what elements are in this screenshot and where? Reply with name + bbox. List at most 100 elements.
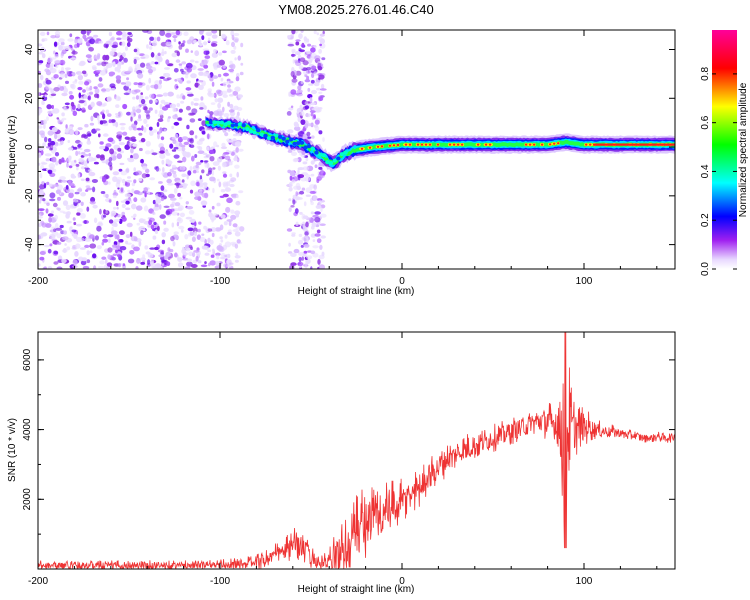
- spectrogram-noise-cell: [174, 83, 179, 90]
- spectrogram-noise-cell: [222, 50, 227, 54]
- spectrogram-ridge-cell: [281, 136, 286, 141]
- spectrogram-noise-cell: [221, 161, 227, 168]
- spectrogram-noise-cell: [53, 250, 59, 255]
- spectrogram-noise-cell: [196, 140, 203, 145]
- spectrogram-noise-cell: [208, 149, 214, 155]
- spectrogram-noise-cell: [82, 89, 86, 93]
- spectrogram-noise-cell: [166, 261, 171, 267]
- spectrogram-noise-cell: [110, 210, 117, 216]
- spectrogram-noise-cell: [209, 215, 217, 221]
- spectrogram-noise-cell: [111, 44, 118, 48]
- spectrogram-noise-cell: [223, 113, 230, 118]
- spectrogram-noise-cell: [154, 109, 158, 114]
- spectrogram-noise-cell: [198, 221, 202, 225]
- spectrogram-noise-cell: [182, 182, 186, 186]
- spectrogram-noise-cell: [315, 224, 320, 228]
- spectrogram-noise-cell: [140, 230, 144, 236]
- spectrogram-noise-cell: [206, 173, 210, 177]
- spectrogram-noise-cell: [186, 91, 193, 95]
- spectrogram-noise-cell: [224, 155, 231, 161]
- spectrogram-noise-cell: [229, 60, 233, 65]
- spectrogram-noise-cell: [129, 231, 133, 237]
- spectrogram-noise-cell: [173, 154, 180, 159]
- spectrogram-noise-cell: [159, 76, 165, 79]
- spectrogram-noise-cell: [93, 161, 99, 165]
- spectrogram-noise-cell: [162, 92, 169, 97]
- spectrogram-noise-cell: [103, 67, 108, 71]
- spectrogram-noise-cell: [171, 52, 178, 58]
- spectrogram-noise-cell: [204, 192, 209, 199]
- spectrogram-noise-cell: [126, 77, 130, 81]
- spectrogram-noise-cell: [216, 144, 220, 148]
- spectrogram-noise-cell: [230, 241, 237, 246]
- spectrogram-noise-cell: [41, 53, 46, 59]
- spectrogram-noise-cell: [130, 116, 133, 122]
- spectrogram-noise-cell: [77, 187, 83, 193]
- spectrogram-noise-cell: [103, 102, 107, 107]
- spectrogram-noise-cell: [169, 168, 174, 173]
- spectrogram-noise-cell: [166, 77, 172, 80]
- figure-title: YM08.2025.276.01.46.C40: [278, 2, 433, 17]
- spectrogram-noise-cell: [293, 121, 299, 127]
- spectrogram-noise-cell: [43, 38, 48, 42]
- spectrogram-noise-cell: [180, 229, 184, 233]
- spectrogram-noise-cell: [287, 35, 292, 38]
- spectrogram-noise-cell: [291, 66, 295, 73]
- spectrogram-noise-cell: [313, 114, 316, 119]
- spectrogram-noise-cell: [94, 58, 98, 62]
- spectrogram-noise-cell: [116, 30, 123, 36]
- spectrogram-noise-cell: [55, 160, 59, 166]
- spectrogram-ridge-cell: [296, 141, 301, 146]
- spectrogram-noise-cell: [211, 52, 218, 58]
- spectrogram-noise-cell: [182, 40, 186, 44]
- spectrogram-noise-cell: [123, 92, 130, 96]
- spectrogram-noise-cell: [50, 236, 55, 240]
- spectrogram-noise-cell: [204, 55, 211, 59]
- spectrogram-noise-cell: [160, 197, 164, 202]
- spectrogram-noise-cell: [65, 204, 71, 211]
- spectrogram-noise-cell: [130, 154, 133, 159]
- spectrogram-noise-cell: [140, 137, 146, 143]
- spectrogram-noise-cell: [120, 82, 127, 85]
- spectrogram-noise-cell: [136, 222, 141, 226]
- spectrogram-noise-cell: [318, 166, 323, 170]
- spectrogram-noise-cell: [288, 107, 294, 111]
- spectrogram-ridge-cell: [307, 144, 312, 149]
- spectrogram-noise-cell: [298, 65, 304, 70]
- spectrogram-noise-cell: [166, 178, 172, 184]
- spectrogram-noise-cell: [99, 141, 104, 145]
- spectrogram-ridge-cell: [274, 133, 279, 138]
- spectrogram-noise-cell: [53, 50, 56, 55]
- spectrogram-noise-cell: [170, 203, 175, 208]
- spectrogram-noise-cell: [155, 165, 160, 172]
- spectrogram-noise-cell: [231, 34, 235, 41]
- spectrogram-noise-cell: [201, 35, 205, 40]
- spectrogram-noise-cell: [145, 124, 149, 127]
- spectrogram-noise-cell: [49, 63, 54, 68]
- spectrogram-noise-cell: [226, 88, 232, 93]
- spectrogram-noise-cell: [186, 124, 190, 130]
- spectrogram-noise-cell: [106, 262, 113, 267]
- spectrogram-noise-cell: [201, 233, 205, 236]
- spectrogram-noise-cell: [173, 187, 178, 194]
- spectrogram-noise-cell: [228, 221, 232, 226]
- spectrogram-noise-cell: [302, 166, 310, 171]
- spectrogram-noise-cell: [43, 119, 47, 125]
- spectrogram-noise-cell: [172, 241, 176, 247]
- spectrogram-noise-cell: [86, 30, 92, 34]
- spectrogram-noise-cell: [178, 142, 183, 147]
- spectrogram-ridge-cell: [216, 120, 221, 125]
- spectrogram-noise-cell: [197, 80, 200, 84]
- spectrogram-noise-cell: [171, 211, 178, 216]
- spectrogram-noise-cell: [177, 136, 183, 143]
- spectrogram-noise-cell: [219, 236, 223, 240]
- spectrogram-ridge-cell: [325, 160, 330, 165]
- spectrogram-noise-cell: [78, 62, 85, 67]
- spectrogram-noise-cell: [65, 185, 69, 190]
- spectrogram-ridge-cell: [219, 120, 224, 125]
- spectrogram-noise-cell: [68, 179, 72, 185]
- spectrogram-noise-cell: [165, 210, 171, 216]
- spectrogram-noise-cell: [149, 99, 153, 105]
- spectrogram-noise-cell: [112, 171, 120, 176]
- spectrogram-noise-cell: [42, 142, 46, 148]
